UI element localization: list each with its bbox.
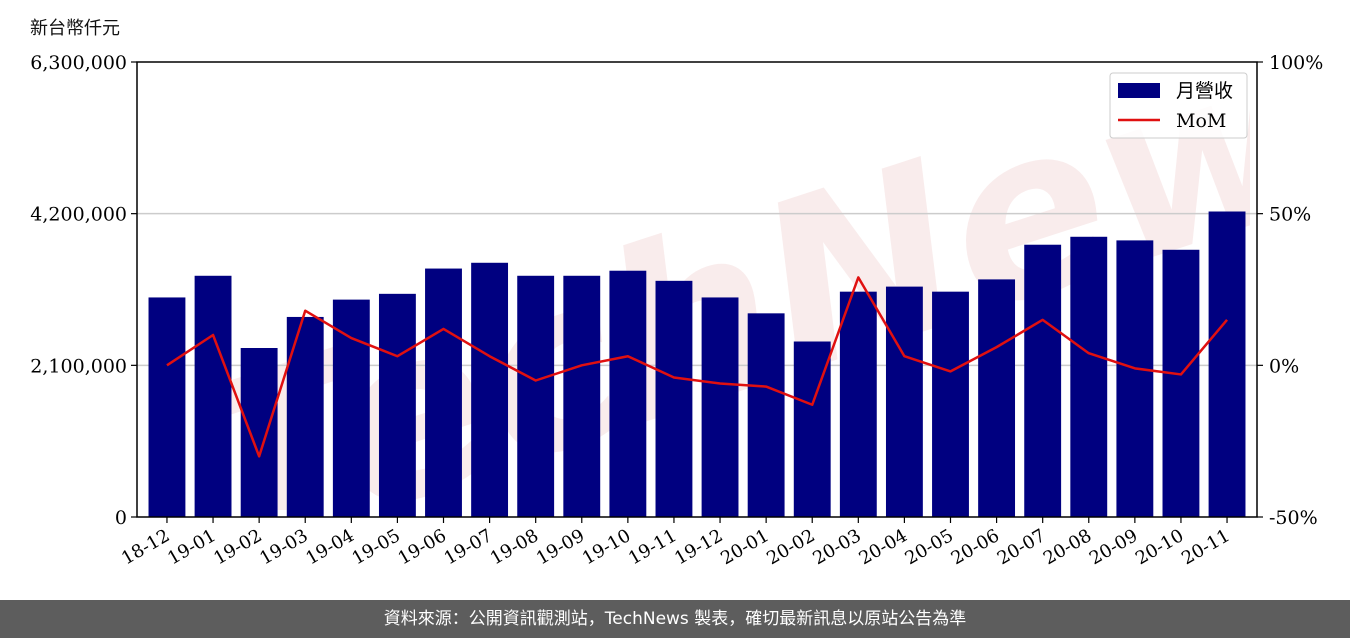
x-tick-label: 20-08 bbox=[1040, 525, 1095, 569]
revenue-bar bbox=[839, 291, 877, 517]
x-tick-label: 20-10 bbox=[1132, 525, 1187, 569]
right-tick-label: 0% bbox=[1269, 355, 1299, 377]
right-tick-label: -50% bbox=[1269, 507, 1318, 529]
x-tick-label: 19-01 bbox=[164, 525, 219, 569]
x-tick-label: 20-09 bbox=[1086, 525, 1141, 569]
y-axis-unit-label: 新台幣仟元 bbox=[30, 18, 120, 39]
x-tick-label: 19-09 bbox=[533, 525, 588, 569]
x-tick-label: 20-03 bbox=[809, 525, 864, 569]
left-tick-label: 0 bbox=[115, 507, 127, 529]
x-tick-label: 20-02 bbox=[763, 525, 818, 569]
x-tick-label: 20-11 bbox=[1178, 525, 1233, 569]
x-tick-label: 20-01 bbox=[717, 525, 772, 569]
revenue-bar bbox=[148, 297, 186, 517]
revenue-bar bbox=[1208, 211, 1246, 517]
revenue-bar bbox=[655, 280, 693, 517]
legend-label-revenue: 月營收 bbox=[1176, 80, 1233, 102]
revenue-bar bbox=[378, 293, 416, 517]
x-tick-label: 19-12 bbox=[671, 525, 726, 569]
revenue-bar bbox=[932, 291, 969, 517]
x-tick-label: 20-06 bbox=[948, 525, 1003, 569]
revenue-bar bbox=[747, 313, 785, 517]
left-tick-label: 4,200,000 bbox=[30, 204, 127, 226]
revenue-bar bbox=[425, 268, 462, 517]
revenue-bar bbox=[885, 286, 923, 517]
revenue-bar bbox=[1070, 236, 1108, 517]
x-tick-label: 19-02 bbox=[210, 525, 265, 569]
revenue-chart: 0 2,100,000 4,200,000 6,300,000 -50% 0% 50% 100… bbox=[30, 52, 1323, 569]
x-tick-label: 19-03 bbox=[256, 525, 311, 569]
revenue-bar bbox=[194, 275, 232, 517]
x-tick-label: 20-04 bbox=[855, 525, 910, 569]
x-tick-label: 19-06 bbox=[395, 525, 450, 569]
revenue-bar bbox=[1024, 244, 1062, 517]
x-tick-label: 19-05 bbox=[348, 525, 403, 569]
x-tick-label: 19-08 bbox=[487, 525, 542, 569]
legend-label-mom: MoM bbox=[1176, 110, 1226, 132]
source-footer: 資料來源：公開資訊觀測站，TechNews 製表，確切最新訊息以原站公告為準 bbox=[0, 600, 1350, 638]
revenue-bar bbox=[978, 279, 1016, 517]
revenue-bar bbox=[332, 299, 370, 517]
revenue-bar bbox=[609, 270, 647, 517]
revenue-bar bbox=[471, 262, 509, 517]
left-tick-label: 2,100,000 bbox=[30, 355, 127, 377]
x-tick-label: 19-04 bbox=[302, 525, 357, 569]
left-tick-label: 6,300,000 bbox=[30, 52, 127, 74]
mom-line bbox=[166, 276, 1228, 458]
x-tick-label: 20-05 bbox=[902, 525, 957, 569]
revenue-bar bbox=[1162, 249, 1200, 517]
revenue-bar bbox=[517, 275, 555, 517]
x-tick-label: 19-10 bbox=[579, 525, 634, 569]
legend-swatch-revenue bbox=[1118, 83, 1160, 98]
revenue-bar bbox=[286, 316, 324, 517]
plot-frame bbox=[136, 61, 1258, 518]
x-tick-label: 18-12 bbox=[118, 525, 173, 569]
right-tick-label: 50% bbox=[1269, 204, 1311, 226]
x-tick-label: 19-07 bbox=[441, 525, 496, 569]
revenue-bar bbox=[563, 275, 601, 517]
x-tick-label: 20-07 bbox=[994, 525, 1049, 569]
revenue-bar bbox=[1116, 240, 1154, 517]
x-tick-label: 19-11 bbox=[625, 525, 680, 569]
revenue-bar bbox=[701, 297, 739, 517]
right-tick-label: 100% bbox=[1269, 52, 1323, 74]
revenue-bar bbox=[240, 348, 278, 517]
